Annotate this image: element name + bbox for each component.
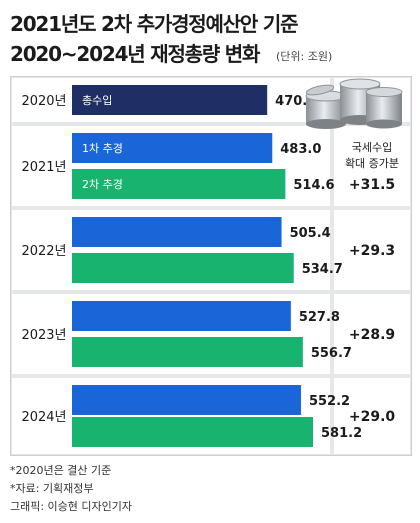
footnote-source: *자료: 기획재정부 [10,482,94,495]
footnote-credit: 그래픽: 이승현 디자인기자 [10,500,133,513]
unit-label: (단위: 조원) [276,50,333,63]
chart-title-line1: 2021년도 2차 추가경정예산안 기준 [10,12,298,36]
chart-title-line2: 2020~2024년 재정총량 변화 [10,42,260,66]
chart-panel [10,76,412,456]
coin-stack-icon [305,78,403,129]
footnote-basis: *2020년은 결산 기준 [10,464,112,477]
